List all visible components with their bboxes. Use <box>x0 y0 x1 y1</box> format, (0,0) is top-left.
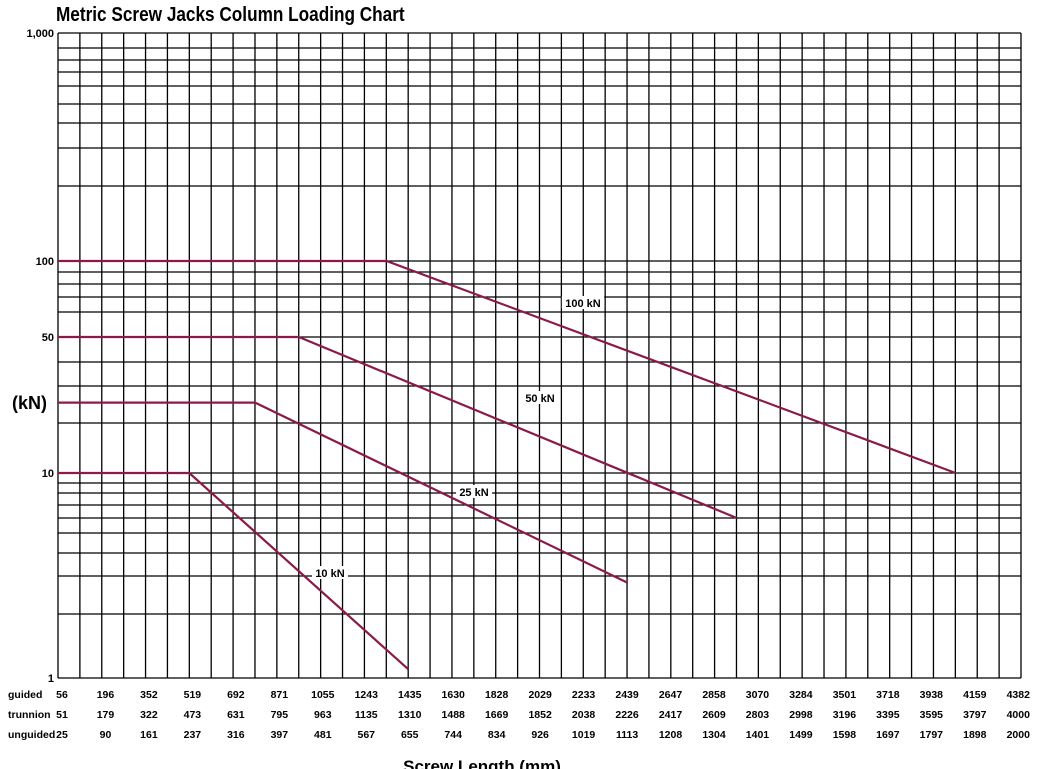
x-tick-label: 963 <box>314 709 332 721</box>
series-line <box>58 471 409 671</box>
x-tick-label: 90 <box>100 729 112 741</box>
x-tick-label: 2803 <box>746 709 770 721</box>
series-line <box>58 259 956 475</box>
y-tick-label: 100 <box>36 256 54 268</box>
x-tick-label: 1135 <box>355 709 378 721</box>
x-axis-label: Screw Length (mm) <box>403 757 561 769</box>
x-axis-rows: guided 56 196 352 519 692 871 1055 1243 1435 1630 1… <box>8 689 1030 741</box>
x-tick-label: 3938 <box>920 689 944 701</box>
x-tick-label: 4382 <box>1007 689 1031 701</box>
x-tick-label: 3284 <box>789 689 813 701</box>
x-tick-label: 4000 <box>1007 709 1031 721</box>
x-tick-label: 1598 <box>833 729 857 741</box>
y-tick-label: 1 <box>48 673 54 685</box>
x-tick-label: 3070 <box>746 689 770 701</box>
x-tick-label: 1208 <box>659 729 683 741</box>
x-tick-label: 871 <box>271 689 289 701</box>
x-tick-label: 2417 <box>659 709 683 721</box>
x-tick-label: 1304 <box>702 729 726 741</box>
series-label-bg <box>312 566 348 579</box>
x-tick-label: 237 <box>184 729 202 741</box>
x-tick-label: 196 <box>97 689 115 701</box>
x-tick-label: 2609 <box>702 709 726 721</box>
x-tick-label: 1019 <box>572 729 596 741</box>
y-tick-label: 1,000 <box>26 28 54 40</box>
x-tick-label: 1243 <box>355 689 379 701</box>
x-tick-label: 1898 <box>963 729 987 741</box>
x-tick-label: 692 <box>227 689 245 701</box>
x-tick-label: 655 <box>401 729 419 741</box>
x-tick-label: 834 <box>488 729 506 741</box>
x-tick-label: 1499 <box>789 729 813 741</box>
x-tick-label: 481 <box>314 729 332 741</box>
series-label-bg <box>561 296 605 309</box>
x-tick-label: 2029 <box>528 689 552 701</box>
x-tick-label: 744 <box>444 729 462 741</box>
series-line <box>58 401 628 584</box>
x-tick-label: 1310 <box>398 709 422 721</box>
x-tick-label: 2998 <box>789 709 813 721</box>
x-tick-label: 1828 <box>485 689 509 701</box>
x-row-name: unguided <box>8 729 55 741</box>
x-tick-label: 519 <box>184 689 202 701</box>
x-tick-label: 56 <box>56 689 68 701</box>
x-tick-label: 1401 <box>746 729 770 741</box>
x-tick-label: 1630 <box>442 689 466 701</box>
x-tick-label: 3797 <box>963 709 987 721</box>
x-tick-label: 4159 <box>963 689 987 701</box>
x-tick-label: 3395 <box>876 709 900 721</box>
x-tick-label: 1113 <box>616 729 638 741</box>
x-tick-label: 1697 <box>876 729 900 741</box>
y-tick-label: 10 <box>42 468 54 480</box>
x-tick-label: 795 <box>271 709 289 721</box>
x-tick-label: 2439 <box>615 689 639 701</box>
y-axis-label: (kN) <box>12 393 47 413</box>
x-tick-label: 1055 <box>311 689 335 701</box>
x-tick-label: 161 <box>140 729 158 741</box>
x-tick-label: 397 <box>271 729 289 741</box>
y-tick-label: 50 <box>42 332 54 344</box>
x-tick-label: 3595 <box>920 709 944 721</box>
x-tick-label: 316 <box>227 729 245 741</box>
series-line <box>58 335 738 520</box>
x-tick-label: 25 <box>56 729 68 741</box>
x-tick-label: 2226 <box>615 709 639 721</box>
x-tick-label: 473 <box>184 709 202 721</box>
x-tick-label: 1852 <box>528 709 552 721</box>
series-label: 25 kN <box>459 487 488 499</box>
x-tick-label: 2038 <box>572 709 596 721</box>
x-tick-label: 179 <box>97 709 115 721</box>
series-lines: 100 kN 50 kN 25 kN 10 kN <box>58 259 956 671</box>
x-tick-label: 1435 <box>398 689 422 701</box>
x-tick-label: 352 <box>140 689 158 701</box>
series-label-bg <box>522 391 558 404</box>
x-tick-label: 2858 <box>702 689 726 701</box>
x-tick-label: 631 <box>227 709 245 721</box>
x-tick-label: 1488 <box>442 709 466 721</box>
x-tick-label: 3718 <box>876 689 900 701</box>
x-tick-label: 322 <box>140 709 158 721</box>
y-tick-labels: 1,000 100 50 10 1 <box>26 28 54 685</box>
x-row-name: guided <box>8 689 42 701</box>
series-label: 50 kN <box>525 393 554 405</box>
x-tick-label: 3196 <box>833 709 857 721</box>
x-tick-label: 1797 <box>920 729 944 741</box>
grid <box>57 32 1022 679</box>
x-tick-label: 1669 <box>485 709 509 721</box>
chart-title: Metric Screw Jacks Column Loading Chart <box>56 3 405 26</box>
x-tick-label: 3501 <box>833 689 857 701</box>
series-label: 100 kN <box>565 298 601 310</box>
x-tick-label: 2647 <box>659 689 683 701</box>
series-label: 10 kN <box>315 568 344 580</box>
series-label-bg <box>456 485 492 498</box>
x-tick-label: 926 <box>531 729 549 741</box>
x-row-name: trunnion <box>8 709 51 721</box>
x-tick-label: 2000 <box>1007 729 1031 741</box>
x-tick-label: 51 <box>56 709 68 721</box>
x-tick-label: 2233 <box>572 689 596 701</box>
x-tick-label: 567 <box>357 729 375 741</box>
